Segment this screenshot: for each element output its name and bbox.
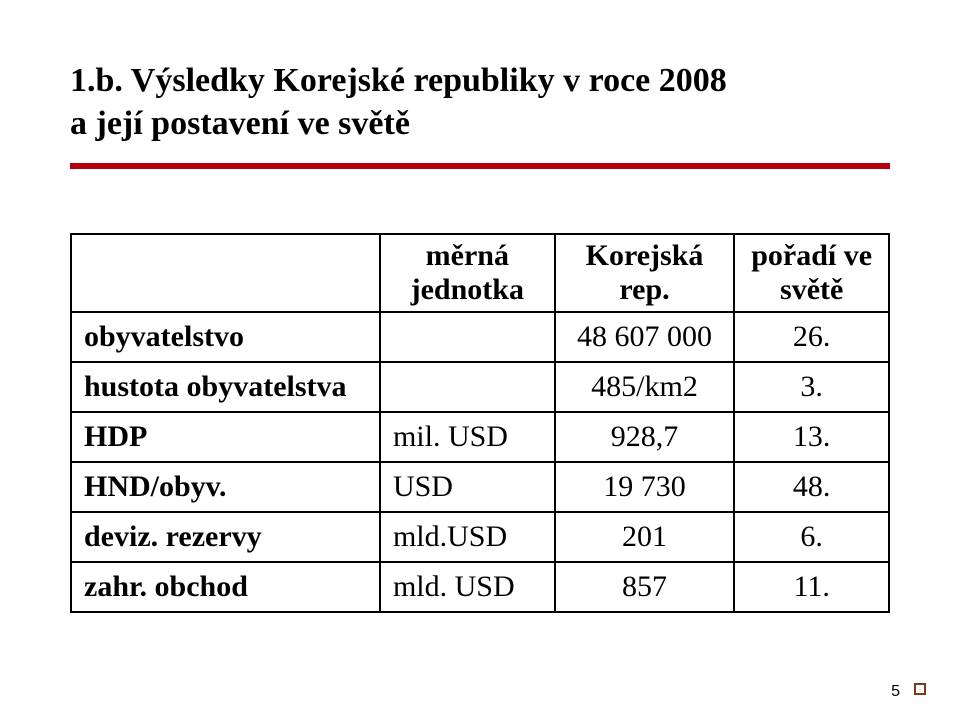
row-unit	[380, 362, 555, 412]
row-value: 48 607 000	[555, 312, 735, 362]
slide: 1.b. Výsledky Korejské republiky v roce …	[0, 0, 960, 719]
page-number: 5	[891, 683, 900, 701]
row-label: HND/obyv.	[71, 462, 380, 512]
row-value: 201	[555, 512, 735, 562]
corner-square-icon	[914, 683, 926, 695]
row-label: obyvatelstvo	[71, 312, 380, 362]
title-underline	[70, 163, 890, 169]
table-row: obyvatelstvo 48 607 000 26.	[71, 312, 889, 362]
header-rank: pořadí ve světě	[734, 234, 889, 312]
row-label: deviz. rezervy	[71, 512, 380, 562]
header-blank	[71, 234, 380, 312]
data-table: měrná jednotka Korejská rep. pořadí ve s…	[70, 233, 890, 613]
row-unit: mld.USD	[380, 512, 555, 562]
table-row: HND/obyv. USD 19 730 48.	[71, 462, 889, 512]
table-row: hustota obyvatelstva 485/km2 3.	[71, 362, 889, 412]
row-unit: mil. USD	[380, 412, 555, 462]
table-header-row: měrná jednotka Korejská rep. pořadí ve s…	[71, 234, 889, 312]
row-label: hustota obyvatelstva	[71, 362, 380, 412]
header-value: Korejská rep.	[555, 234, 735, 312]
row-label: HDP	[71, 412, 380, 462]
row-rank: 6.	[734, 512, 889, 562]
row-value: 19 730	[555, 462, 735, 512]
row-rank: 11.	[734, 562, 889, 612]
row-rank: 13.	[734, 412, 889, 462]
table-row: HDP mil. USD 928,7 13.	[71, 412, 889, 462]
slide-title: 1.b. Výsledky Korejské republiky v roce …	[70, 60, 890, 145]
row-rank: 3.	[734, 362, 889, 412]
row-label: zahr. obchod	[71, 562, 380, 612]
title-line-1: 1.b. Výsledky Korejské republiky v roce …	[70, 62, 727, 99]
row-unit: USD	[380, 462, 555, 512]
title-line-2: a její postavení ve světě	[70, 105, 410, 142]
row-value: 485/km2	[555, 362, 735, 412]
row-rank: 48.	[734, 462, 889, 512]
table-row: deviz. rezervy mld.USD 201 6.	[71, 512, 889, 562]
row-value: 928,7	[555, 412, 735, 462]
row-unit	[380, 312, 555, 362]
table-row: zahr. obchod mld. USD 857 11.	[71, 562, 889, 612]
row-unit: mld. USD	[380, 562, 555, 612]
row-rank: 26.	[734, 312, 889, 362]
row-value: 857	[555, 562, 735, 612]
header-unit: měrná jednotka	[380, 234, 555, 312]
